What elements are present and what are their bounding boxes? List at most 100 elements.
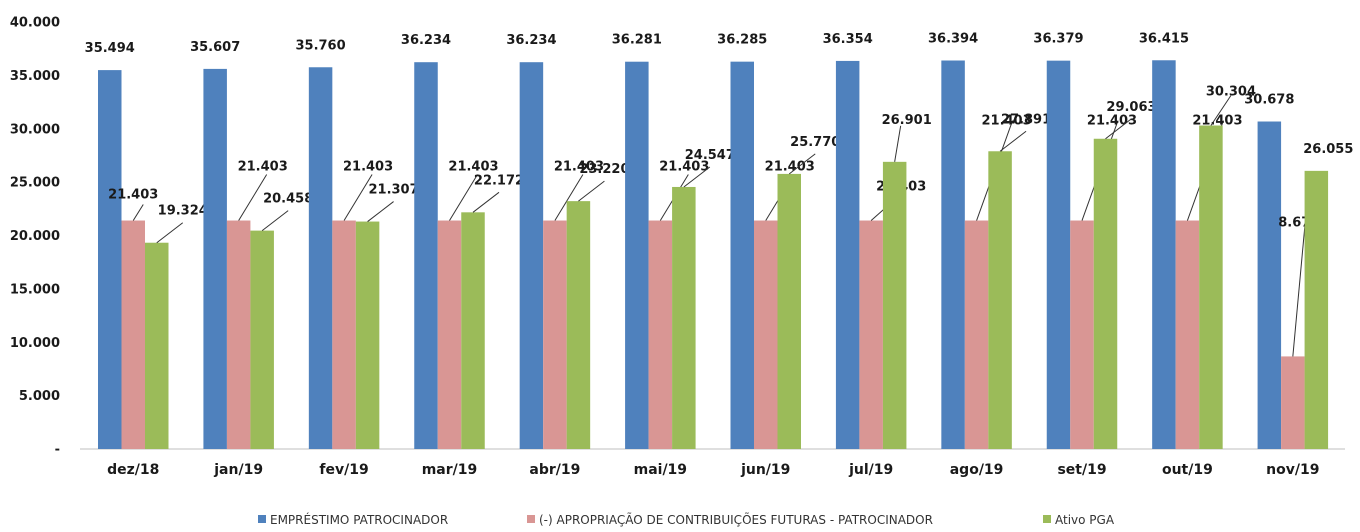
bar-ativo-pga — [882, 161, 907, 449]
bar-ativo-pga — [461, 212, 485, 449]
legend-label: Ativo PGA — [1055, 513, 1115, 527]
x-tick-label: mai/19 — [634, 462, 687, 478]
bar-ativo-pga — [355, 221, 380, 449]
bar-apropriacao — [1281, 356, 1305, 449]
data-label: 29.063 — [1106, 100, 1156, 115]
data-label: 21.403 — [108, 188, 158, 203]
legend-swatch — [527, 515, 535, 523]
bar-apropriacao — [1070, 220, 1094, 449]
data-label: 21.403 — [1192, 114, 1242, 129]
data-label: 26.901 — [882, 113, 932, 128]
data-label: 19.324 — [158, 204, 208, 219]
x-tick-label: fev/19 — [319, 462, 368, 478]
x-tick-label: abr/19 — [529, 462, 580, 478]
bar-ativo-pga — [1304, 170, 1329, 450]
bar-ativo-pga — [777, 173, 801, 449]
bar-emprestimo — [835, 60, 860, 449]
bar-emprestimo — [1257, 121, 1282, 449]
bar-emprestimo — [1046, 60, 1071, 449]
x-tick-label: jan/19 — [213, 462, 263, 478]
bar-emprestimo — [98, 70, 122, 449]
data-label: 21.403 — [448, 160, 498, 175]
data-label-leader — [554, 174, 584, 221]
data-label: 36.394 — [928, 31, 978, 46]
data-label: 24.547 — [685, 148, 735, 163]
data-label: 26.055 — [1303, 142, 1353, 157]
x-tick-label: nov/19 — [1266, 462, 1319, 478]
y-tick-label: - — [55, 443, 60, 458]
data-label-leader — [238, 174, 268, 221]
bar-emprestimo — [414, 62, 438, 449]
data-label: 21.307 — [368, 183, 418, 198]
bar-ativo-pga — [672, 186, 696, 450]
data-label-leader — [132, 204, 144, 221]
data-label: 30.678 — [1244, 93, 1294, 108]
bar-emprestimo — [625, 61, 649, 450]
bar-ativo-pga — [1199, 125, 1223, 450]
y-tick-label: 40.000 — [10, 16, 60, 31]
data-label: 35.607 — [190, 40, 240, 55]
y-tick-label: 10.000 — [10, 336, 60, 351]
x-tick-label: out/19 — [1162, 462, 1213, 478]
data-label-leader — [894, 125, 902, 162]
bar-apropriacao — [226, 220, 251, 449]
bar-apropriacao — [859, 220, 883, 449]
legend-label: (-) APROPRIAÇÃO DE CONTRIBUIÇÕES FUTURAS… — [539, 512, 933, 527]
data-label-leader — [472, 191, 500, 213]
x-tick-label: dez/18 — [107, 462, 159, 478]
data-label: 21.403 — [981, 114, 1031, 129]
data-label-leader — [261, 210, 289, 232]
x-tick-label: set/19 — [1057, 462, 1106, 478]
data-label: 35.494 — [85, 41, 135, 56]
y-tick-label: 5.000 — [19, 389, 60, 404]
data-label: 23.220 — [579, 162, 629, 177]
data-label: 22.172 — [474, 173, 524, 188]
data-label: 21.403 — [343, 160, 393, 175]
data-label: 35.760 — [295, 38, 345, 53]
bar-emprestimo — [941, 60, 965, 449]
legend-label: EMPRÉSTIMO PATROCINADOR — [270, 512, 448, 527]
y-tick-label: 20.000 — [10, 229, 60, 244]
data-label: 21.403 — [1087, 114, 1137, 129]
data-label-leader — [1292, 226, 1306, 357]
data-label: 36.234 — [506, 33, 556, 48]
data-label: 36.234 — [401, 33, 451, 48]
data-label: 21.403 — [554, 160, 604, 175]
data-label-leader — [578, 180, 605, 202]
data-label-leader — [1210, 95, 1232, 126]
data-label-leader — [788, 153, 816, 175]
x-tick-label: jul/19 — [848, 462, 893, 478]
data-label-leader — [683, 166, 711, 188]
bar-ativo-pga — [1093, 138, 1118, 449]
data-label: 20.458 — [263, 192, 313, 207]
bar-emprestimo — [203, 68, 227, 450]
bar-apropriacao — [754, 220, 778, 449]
data-label: 21.403 — [238, 160, 288, 175]
data-label: 27.891 — [1001, 112, 1051, 127]
bar-emprestimo — [730, 61, 754, 449]
y-tick-label: 15.000 — [10, 282, 60, 297]
data-label: 21.403 — [659, 160, 709, 175]
bar-apropriacao — [648, 220, 673, 449]
bar-apropriacao — [437, 220, 462, 449]
data-label-leader — [449, 174, 478, 221]
bar-ativo-pga — [250, 230, 274, 449]
y-tick-label: 35.000 — [10, 69, 60, 84]
data-label-leader — [156, 222, 184, 244]
data-label: 36.354 — [823, 32, 873, 47]
bar-ativo-pga — [988, 151, 1012, 449]
data-label: 36.285 — [717, 33, 767, 48]
bar-apropriacao — [543, 220, 567, 449]
legend-swatch — [258, 515, 266, 523]
data-label-leader — [999, 130, 1027, 152]
bar-emprestimo — [1152, 60, 1176, 450]
data-label: 36.379 — [1033, 32, 1083, 47]
data-label-leader — [367, 201, 394, 222]
x-tick-label: ago/19 — [950, 462, 1004, 478]
x-tick-label: jun/19 — [740, 462, 790, 478]
y-tick-label: 25.000 — [10, 176, 60, 191]
bar-ativo-pga — [566, 201, 591, 449]
bar-apropriacao — [964, 220, 989, 449]
